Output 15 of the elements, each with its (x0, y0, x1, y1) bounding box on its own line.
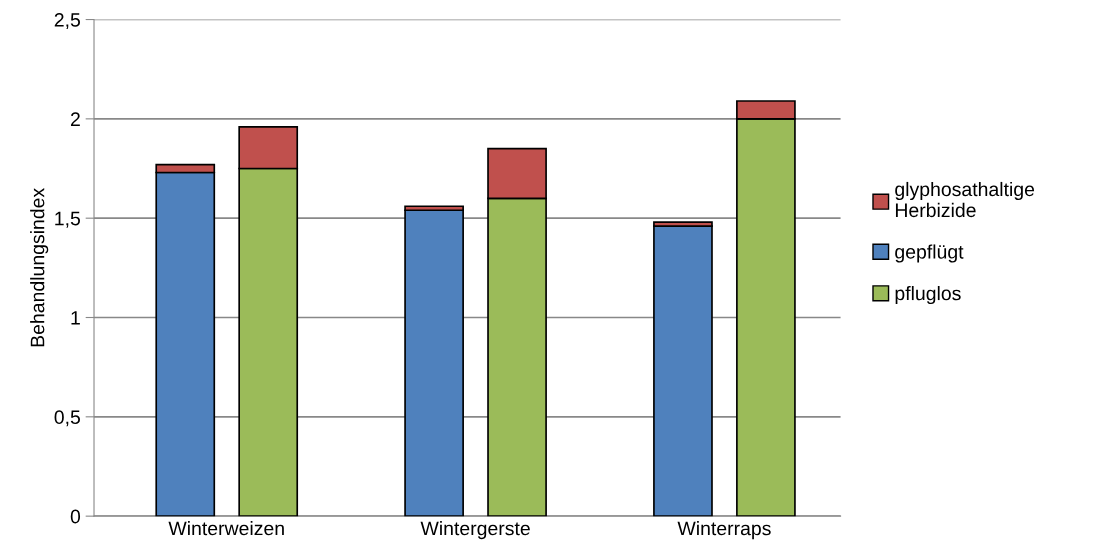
legend-label: glyphosathaltige Herbizide (895, 181, 1035, 218)
y-tick-label: 2,5 (54, 13, 80, 30)
y-tick-label: 0 (70, 509, 81, 524)
y-tick-label: 1 (71, 311, 80, 325)
y-tick-label: 0,5 (54, 410, 80, 427)
y-tick-label: 2 (70, 112, 80, 126)
legend-label: gepflügt (895, 244, 964, 263)
bar (653, 225, 713, 517)
legend-label: pfluglos (895, 285, 961, 305)
y-tick-label: 1,5 (55, 211, 80, 228)
x-tick-label: Winterraps (677, 521, 771, 540)
x-tick-label: Winterweizen (168, 521, 284, 536)
y-axis-title: Behandlungsindex (30, 188, 49, 347)
x-tick-label: Wintergerste (420, 521, 530, 540)
bar (404, 209, 464, 517)
